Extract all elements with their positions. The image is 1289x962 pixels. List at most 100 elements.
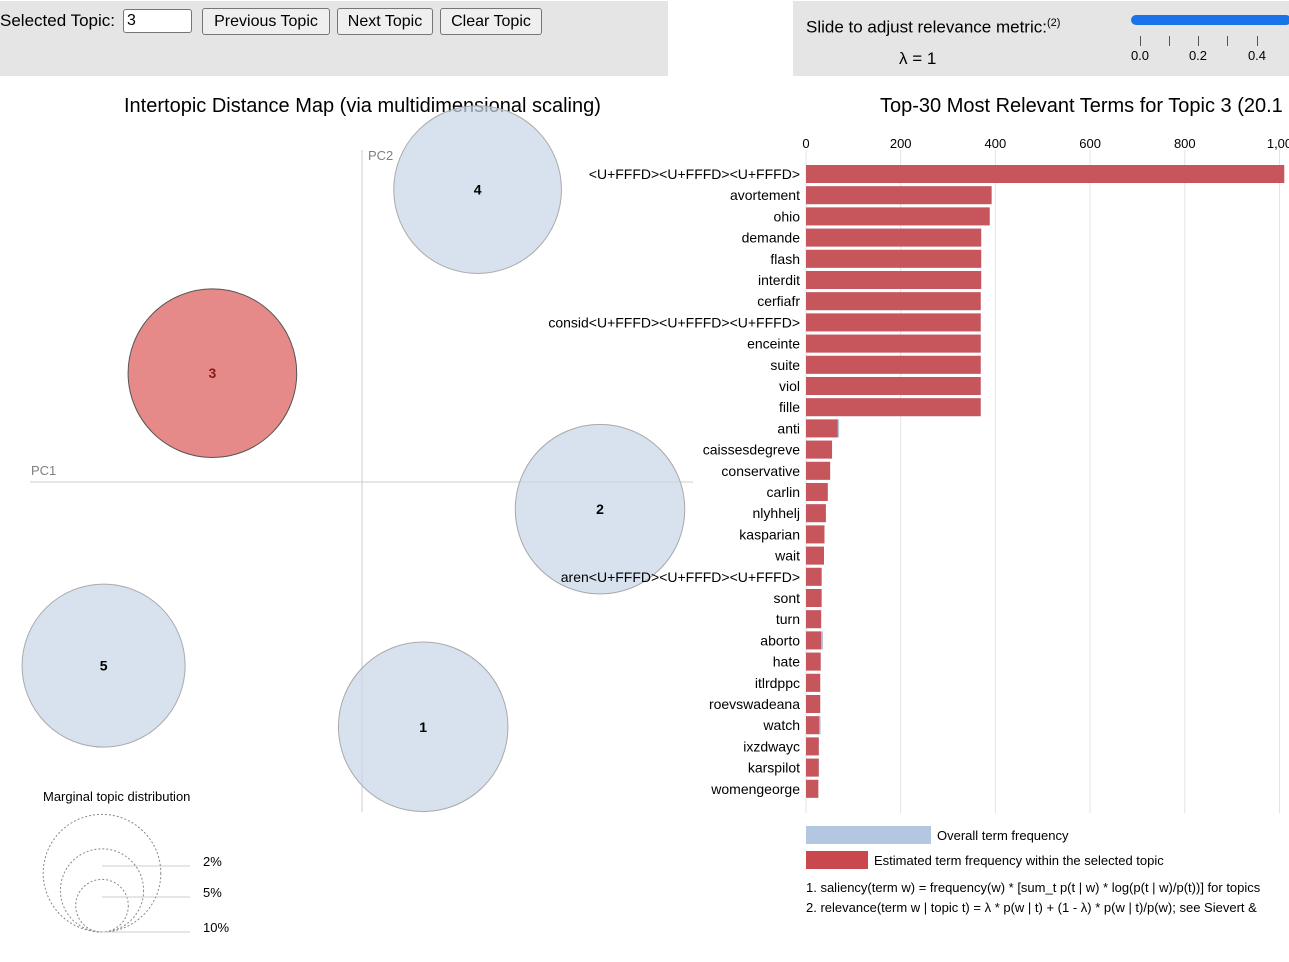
clear-topic-button[interactable]: Clear Topic [440, 8, 542, 35]
topic-frequency-bar[interactable] [806, 377, 981, 395]
topic-frequency-bar[interactable] [806, 334, 981, 353]
topic-frequency-bar[interactable] [806, 652, 821, 671]
term-label[interactable]: ohio [774, 208, 801, 224]
term-label[interactable]: kasparian [739, 526, 800, 542]
slider-tick-label: 0.4 [1247, 48, 1267, 63]
term-label[interactable]: sont [774, 590, 801, 606]
term-label[interactable]: <U+FFFD><U+FFFD><U+FFFD> [589, 166, 800, 182]
term-label[interactable]: avortement [730, 187, 800, 203]
topic-frequency-bar[interactable] [806, 313, 981, 332]
slider-tick-label: 0.0 [1130, 48, 1150, 63]
topic-frequency-bar[interactable] [806, 292, 981, 311]
term-label[interactable]: interdit [758, 272, 800, 288]
topic-circle-1[interactable] [337, 641, 509, 813]
topic-frequency-bar[interactable] [806, 758, 819, 777]
term-label[interactable]: watch [762, 717, 800, 733]
topic-circle-label: 4 [474, 182, 482, 198]
slider-tick [1198, 36, 1199, 46]
topic-frequency-bar[interactable] [806, 186, 992, 205]
bar-x-tick-label: 200 [890, 136, 912, 151]
slider-footnote-ref: (2) [1046, 17, 1061, 29]
relevance-slider-panel: Slide to adjust relevance metric:(2) λ =… [793, 1, 1289, 76]
topic-frequency-bar[interactable] [806, 504, 826, 523]
marginal-legend-title: Marginal topic distribution [43, 789, 190, 804]
lambda-readout: λ = 1 [899, 49, 937, 68]
previous-topic-button[interactable]: Previous Topic [202, 8, 330, 35]
topic-frequency-bar[interactable] [806, 673, 821, 692]
term-label[interactable]: carlin [767, 484, 800, 500]
topic-frequency-bar[interactable] [806, 483, 828, 501]
topic-circle-2[interactable] [514, 423, 686, 595]
marginal-legend-label: 2% [203, 854, 222, 869]
term-label[interactable]: viol [779, 378, 800, 394]
next-topic-button[interactable]: Next Topic [337, 8, 433, 35]
topic-frequency-bar[interactable] [806, 461, 831, 480]
term-label[interactable]: nlyhhelj [753, 505, 800, 521]
topic-frequency-bar[interactable] [806, 695, 821, 713]
topic-frequency-bar[interactable] [806, 716, 820, 735]
legend-topic-label: Estimated term frequency within the sele… [874, 853, 1164, 868]
topic-frequency-bar[interactable] [806, 355, 981, 374]
topic-frequency-bar[interactable] [806, 610, 822, 629]
saliency-note: 1. saliency(term w) = frequency(w) * [su… [806, 880, 1261, 895]
topic-frequency-bar[interactable] [806, 165, 1285, 183]
term-label[interactable]: turn [776, 611, 800, 627]
legend-overall-label: Overall term frequency [937, 828, 1069, 843]
topic-frequency-bar[interactable] [806, 419, 838, 438]
term-label[interactable]: anti [777, 420, 800, 436]
term-label[interactable]: caissesdegreve [703, 442, 800, 458]
topic-frequency-bar[interactable] [806, 737, 819, 756]
topic-frequency-bar[interactable] [806, 567, 822, 586]
topic-frequency-bar[interactable] [806, 779, 819, 798]
term-label[interactable]: suite [770, 357, 800, 373]
marginal-legend-circle [59, 848, 145, 933]
term-label[interactable]: womengeorge [710, 781, 800, 797]
bar-x-tick-label: 800 [1174, 136, 1196, 151]
topic-frequency-bar[interactable] [806, 398, 981, 417]
term-label[interactable]: flash [770, 251, 800, 267]
term-labels: <U+FFFD><U+FFFD><U+FFFD> avortement ohio de… [548, 166, 800, 797]
selected-topic-input[interactable] [123, 9, 192, 33]
term-label[interactable]: consid<U+FFFD><U+FFFD><U+FFFD> [548, 314, 800, 330]
topic-circle-5[interactable] [21, 583, 186, 748]
term-label[interactable]: cerfiafr [757, 293, 800, 309]
topic-frequency-bar[interactable] [806, 631, 822, 650]
topic-frequency-bar[interactable] [806, 207, 990, 226]
marginal-legend-label: 10% [203, 920, 229, 935]
topic-frequency-bar[interactable] [806, 440, 833, 459]
term-label[interactable]: demande [742, 230, 801, 246]
legend-overall-swatch [806, 826, 931, 844]
topic-frequency-bar[interactable] [806, 228, 982, 247]
topic-circle-label: 5 [100, 658, 108, 674]
topic-circle-3[interactable] [127, 288, 298, 459]
topic-frequency-bar[interactable] [806, 271, 982, 289]
pc2-axis-label: PC2 [368, 148, 393, 163]
term-label[interactable]: enceinte [747, 336, 800, 352]
term-label[interactable]: aren<U+FFFD><U+FFFD><U+FFFD> [561, 569, 800, 585]
topic-frequency-bar[interactable] [806, 525, 825, 544]
slider-tick [1227, 36, 1228, 46]
selected-topic-label: Selected Topic: [0, 11, 115, 30]
term-label[interactable]: fille [779, 399, 800, 415]
bar-x-tick-label: 600 [1079, 136, 1101, 151]
topic-frequency-bar[interactable] [806, 249, 982, 268]
topic-circle-label: 1 [419, 719, 427, 735]
term-label[interactable]: conservative [721, 463, 800, 479]
slider-tick [1257, 36, 1258, 46]
term-bars [806, 165, 1285, 798]
term-label[interactable]: hate [773, 654, 800, 670]
bar-x-tick-label: 400 [985, 136, 1007, 151]
topic-frequency-bar[interactable] [806, 589, 822, 607]
term-label[interactable]: karspilot [748, 760, 800, 776]
topic-circles: 1 2 3 4 5 [21, 105, 686, 813]
relevance-slider[interactable] [1131, 15, 1289, 25]
topic-frequency-bar[interactable] [806, 546, 824, 565]
term-label[interactable]: roevswadeana [709, 696, 800, 712]
term-label[interactable]: wait [774, 548, 800, 564]
term-label[interactable]: aborto [760, 632, 800, 648]
term-label[interactable]: itlrdppc [755, 675, 800, 691]
bar-x-ticks: 0 200 400 600 800 1,00 [802, 136, 1289, 151]
term-label[interactable]: ixzdwayc [743, 738, 800, 754]
topic-circle-4[interactable] [393, 105, 562, 274]
slider-tick-label: 0.2 [1188, 48, 1208, 63]
